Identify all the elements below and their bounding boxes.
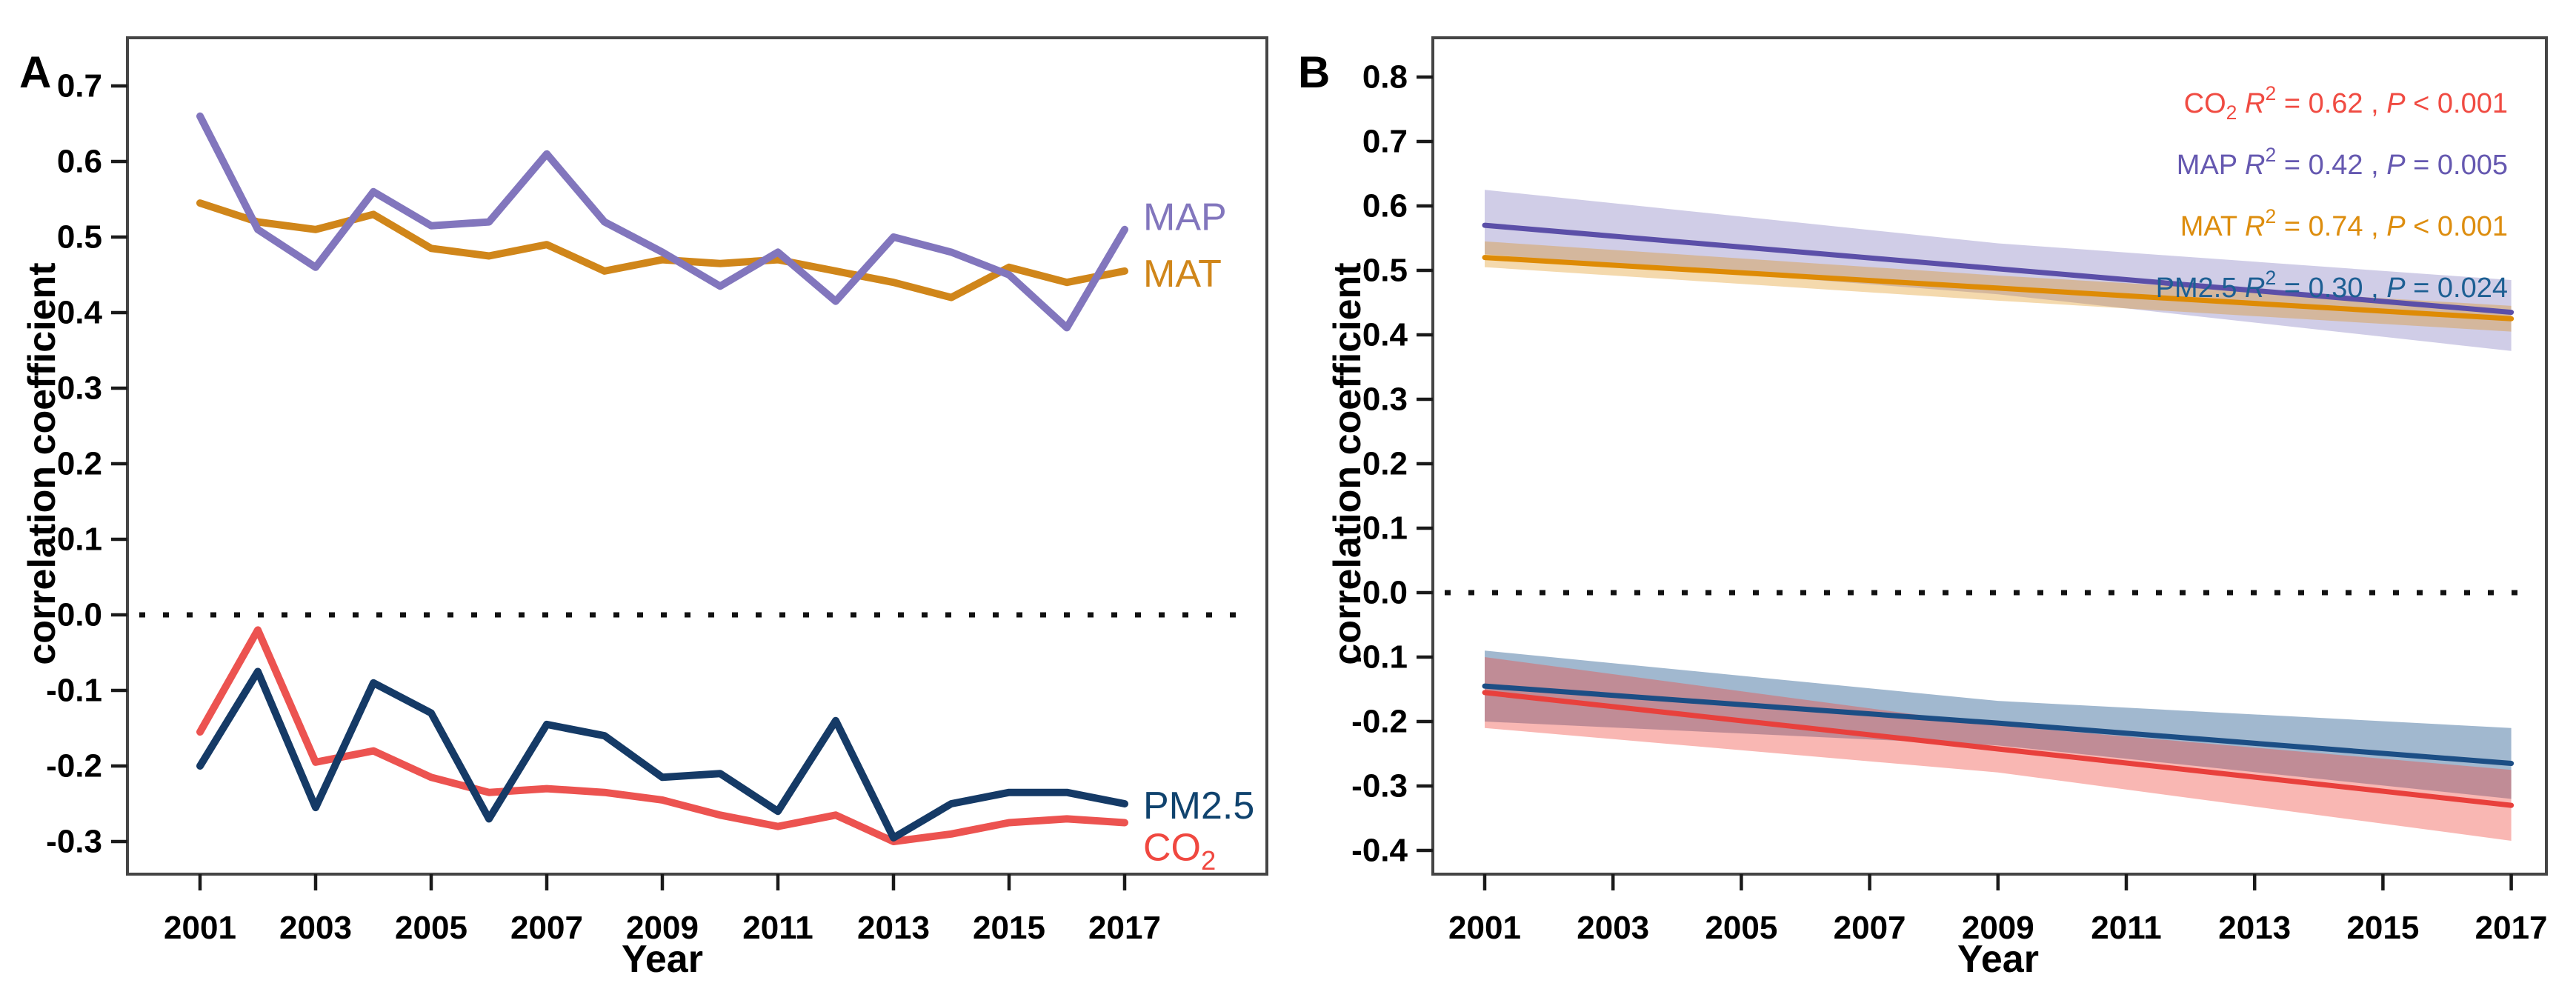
y-tick-label: 0.5: [1362, 253, 1408, 289]
y-tick-label: 0.4: [1362, 317, 1408, 353]
x-tick-label: 2015: [2346, 910, 2419, 946]
x-tick-label: 2007: [1834, 910, 1906, 946]
x-axis-title: Year: [1957, 938, 2039, 981]
y-tick-label: 0.5: [57, 219, 102, 256]
x-tick-label: 2017: [2475, 910, 2548, 946]
series-line-CO2: [1482, 690, 2515, 808]
plot-border: [126, 36, 1268, 876]
legend-row-PM2.5: PM2.5 R2 = 0.30 , P = 0.024: [2156, 267, 2508, 304]
y-tick-label: -0.2: [46, 748, 102, 785]
x-tick-label: 2013: [857, 910, 930, 946]
y-tick-label: -0.3: [46, 824, 102, 860]
series-line-CO2: [196, 626, 1128, 845]
x-tick-label: 2005: [1705, 910, 1777, 946]
x-tick-label: 2007: [510, 910, 583, 946]
y-tick-label: 0.1: [1362, 510, 1408, 547]
y-tick-label: -0.1: [1351, 639, 1408, 676]
y-tick-label: -0.3: [1351, 768, 1408, 805]
y-tick-label: 0.8: [1362, 59, 1408, 96]
series-line-PM2.5: [1482, 683, 2515, 767]
series-label-PM2.5: PM2.5: [1143, 785, 1254, 827]
y-tick-label: 0.7: [57, 68, 102, 104]
y-axis-title: correlation coefficient: [1326, 262, 1369, 664]
legend-row-CO2: CO2 R2 = 0.62 , P < 0.001: [2184, 82, 2508, 124]
panel-A: 0.7 0.6 0.5 0.4 0.3 0.2 0.1 0.0 -0.1 -0.2 -0.3 2001…: [19, 36, 1268, 981]
legend-row-MAT: MAT R2 = 0.74 , P < 0.001: [2180, 205, 2508, 242]
y-tick-label: 0.2: [57, 446, 102, 482]
plot-border: [1431, 36, 2548, 876]
x-tick-label: 2001: [164, 910, 236, 946]
y-tick-label: 0.3: [1362, 382, 1408, 418]
y-tick-label: 0.6: [57, 144, 102, 180]
x-tick-label: 2009: [1962, 910, 2034, 946]
series-line-MAP: [196, 112, 1128, 332]
y-tick-label: 0.0: [57, 597, 102, 633]
x-tick-label: 2011: [2091, 910, 2161, 946]
y-axis-title: correlation coefficient: [21, 262, 64, 664]
x-tick-label: 2013: [2218, 910, 2291, 946]
y-tick-label: 0.4: [57, 295, 103, 331]
series-line-MAT: [1482, 255, 2515, 322]
y-tick-label: -0.2: [1351, 704, 1408, 740]
x-tick-label: 2011: [742, 910, 813, 946]
panel-label: A: [19, 47, 51, 97]
x-tick-label: 2017: [1088, 910, 1161, 946]
series-line-PM2.5: [196, 667, 1128, 842]
x-tick-label: 2003: [1577, 910, 1649, 946]
y-tick-label: 0.1: [57, 522, 102, 558]
x-tick-label: 2009: [626, 910, 699, 946]
x-axis-title: Year: [622, 938, 703, 981]
y-tick-label: -0.4: [1351, 833, 1408, 869]
panel-B: 0.8 0.7 0.6 0.5 0.4 0.3 0.2 0.1 0.0 -0.1 -0.2 -0.3 -…: [1298, 36, 2548, 981]
y-tick-label: 0.6: [1362, 188, 1408, 224]
y-tick-label: -0.1: [46, 673, 102, 709]
series-label-MAT: MAT: [1143, 253, 1222, 296]
series-label-MAP: MAP: [1143, 196, 1227, 239]
x-tick-label: 2005: [395, 910, 467, 946]
x-tick-label: 2015: [973, 910, 1045, 946]
legend: CO2 R2 = 0.62 , P < 0.001 MAP R2 = 0.42 ,…: [2156, 82, 2508, 304]
series-label-CO2: CO2: [1143, 826, 1216, 875]
panel-label: B: [1298, 47, 1330, 97]
series-line-MAP: [1482, 222, 2515, 316]
y-tick-label: 0.0: [1362, 575, 1408, 611]
x-tick-label: 2001: [1448, 910, 1521, 946]
y-tick-label: 0.2: [1362, 446, 1408, 482]
y-tick-label: 0.3: [57, 370, 102, 407]
x-tick-label: 2003: [279, 910, 352, 946]
y-tick-label: 0.7: [1362, 124, 1408, 160]
legend-row-MAP: MAP R2 = 0.42 , P = 0.005: [2177, 144, 2508, 181]
